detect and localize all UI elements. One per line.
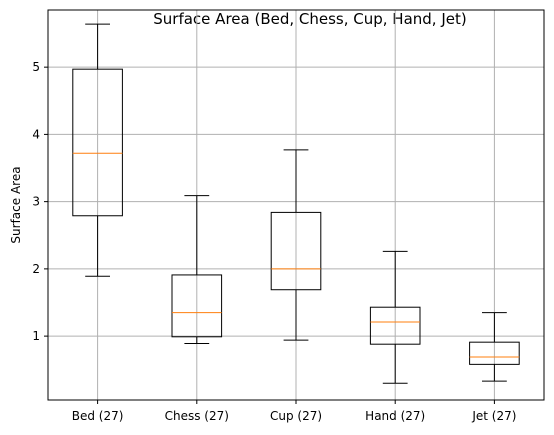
y-axis-label: Surface Area bbox=[9, 166, 23, 243]
y-tick-label: 2 bbox=[32, 262, 40, 276]
box-group bbox=[171, 195, 223, 345]
x-tick-label: Chess (27) bbox=[165, 409, 229, 423]
y-tick-label: 3 bbox=[32, 195, 40, 209]
iqr-box bbox=[171, 274, 223, 338]
x-tick-label: Hand (27) bbox=[365, 409, 425, 423]
y-tick-label: 4 bbox=[32, 127, 40, 141]
chart-title: Surface Area (Bed, Chess, Cup, Hand, Jet… bbox=[153, 10, 466, 28]
box-group bbox=[270, 149, 322, 341]
box-group bbox=[469, 312, 520, 382]
axis-ticks: Bed (27) Chess (27) Cup (27) Hand (27) Jet (… bbox=[32, 60, 516, 423]
iqr-box bbox=[72, 68, 123, 217]
iqr-box bbox=[369, 306, 421, 345]
y-tick-label: 1 bbox=[32, 329, 40, 343]
y-tick-label: 5 bbox=[32, 60, 40, 74]
iqr-box bbox=[270, 211, 322, 291]
iqr-box bbox=[469, 341, 520, 365]
x-tick-label: Jet (27) bbox=[471, 409, 516, 423]
box-group bbox=[369, 250, 421, 384]
box-group bbox=[72, 23, 123, 277]
x-tick-label: Bed (27) bbox=[72, 409, 124, 423]
box-series bbox=[72, 23, 520, 384]
x-tick-label: Cup (27) bbox=[270, 409, 322, 423]
